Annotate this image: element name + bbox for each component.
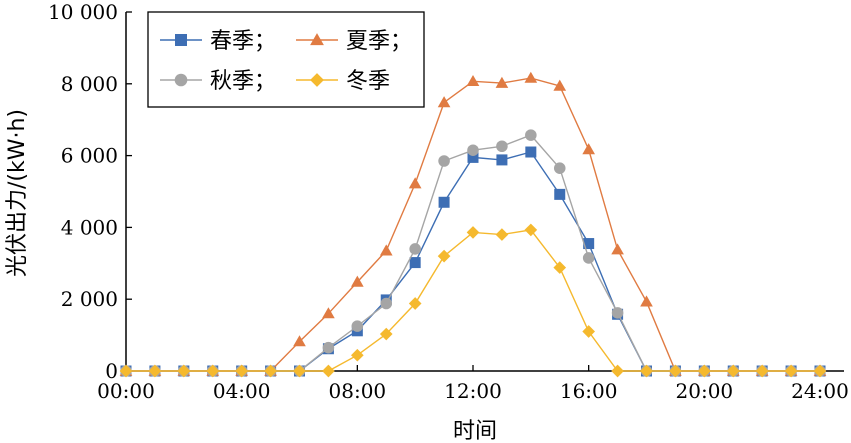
legend-label: 春季； xyxy=(210,29,276,54)
point-marker xyxy=(235,364,248,378)
point-marker xyxy=(148,364,162,378)
point-marker xyxy=(119,364,133,378)
x-tick-label: 04:00 xyxy=(213,379,271,403)
legend-item: 春季； xyxy=(160,29,276,54)
point-marker xyxy=(496,154,508,166)
point-marker xyxy=(174,73,188,87)
point-marker xyxy=(437,249,451,263)
point-marker xyxy=(496,140,508,153)
series-line xyxy=(126,151,820,372)
series-line xyxy=(126,134,820,372)
point-marker xyxy=(351,320,364,332)
y-tick-label: 6 000 xyxy=(61,144,118,168)
point-marker xyxy=(582,252,595,264)
legend-item: 冬季 xyxy=(296,69,390,94)
series-layer xyxy=(119,71,827,378)
point-marker xyxy=(379,244,393,256)
point-marker xyxy=(322,364,335,378)
point-marker xyxy=(467,144,479,156)
point-marker xyxy=(640,364,653,378)
point-marker xyxy=(293,364,306,378)
series-line xyxy=(126,229,820,372)
legend-label: 冬季 xyxy=(346,69,390,94)
series-1 xyxy=(120,146,826,377)
point-marker xyxy=(583,238,595,250)
point-marker xyxy=(582,325,595,338)
y-tick-label: 8 000 xyxy=(61,72,118,96)
point-marker xyxy=(310,33,324,46)
point-marker xyxy=(553,162,566,174)
series-3 xyxy=(120,129,826,377)
x-tick-label: 08:00 xyxy=(329,379,387,403)
point-marker xyxy=(669,364,682,378)
point-marker xyxy=(177,364,191,378)
point-marker xyxy=(698,364,711,378)
x-tick-label: 12:00 xyxy=(444,379,502,403)
point-marker xyxy=(813,364,827,378)
point-marker xyxy=(525,129,537,141)
legend-item: 秋季； xyxy=(160,69,276,94)
point-marker xyxy=(206,364,220,378)
y-tick-label: 10 000 xyxy=(48,0,118,24)
x-axis-label: 时间 xyxy=(453,419,497,443)
series-2 xyxy=(119,71,827,376)
point-marker xyxy=(380,297,393,310)
point-marker xyxy=(495,76,509,88)
legend-item: 夏季； xyxy=(296,29,412,54)
point-marker xyxy=(409,257,421,269)
point-marker xyxy=(264,364,277,378)
point-marker xyxy=(611,364,624,378)
point-marker xyxy=(553,261,567,274)
point-marker xyxy=(175,34,187,46)
series-line xyxy=(126,77,820,372)
point-marker xyxy=(322,307,335,319)
point-marker xyxy=(437,96,451,108)
y-axis-label: 光伏出力/(kW·h) xyxy=(5,109,30,277)
axes: 0 2 000 4 000 6 000 8 000 10 000 00:00 04:00 08:… xyxy=(48,0,849,403)
x-tick-label: 16:00 xyxy=(560,379,618,403)
point-marker xyxy=(524,71,538,83)
y-tick-label: 4 000 xyxy=(61,215,118,239)
point-marker xyxy=(408,177,422,189)
x-tick-label: 24:00 xyxy=(791,379,849,403)
point-marker xyxy=(466,74,480,87)
legend: 春季； 夏季； 秋季； 冬季 xyxy=(147,11,425,108)
point-marker xyxy=(524,223,538,237)
legend-label: 夏季； xyxy=(346,29,412,54)
y-tick-label: 0 xyxy=(105,359,118,383)
point-marker xyxy=(293,335,306,347)
point-marker xyxy=(755,364,769,378)
x-tick-label: 20:00 xyxy=(676,379,734,403)
point-marker xyxy=(310,73,324,87)
point-marker xyxy=(408,297,422,310)
point-marker xyxy=(351,348,364,362)
point-marker xyxy=(525,146,537,158)
point-marker xyxy=(611,307,624,319)
point-marker xyxy=(640,295,653,307)
point-marker xyxy=(726,364,740,378)
point-marker xyxy=(322,341,335,354)
point-marker xyxy=(466,226,480,239)
point-marker xyxy=(467,151,479,163)
point-marker xyxy=(611,243,624,255)
point-marker xyxy=(553,79,567,91)
point-marker xyxy=(784,364,798,378)
x-tick-label: 00:00 xyxy=(97,379,155,403)
series-4 xyxy=(119,223,827,378)
point-marker xyxy=(379,327,393,341)
point-marker xyxy=(351,275,364,287)
point-marker xyxy=(495,228,509,241)
legend-box xyxy=(147,11,425,108)
point-marker xyxy=(438,155,450,167)
point-marker xyxy=(409,243,421,255)
point-marker xyxy=(582,143,595,155)
point-marker xyxy=(554,188,566,200)
legend-label: 秋季； xyxy=(210,69,276,94)
point-marker xyxy=(438,196,450,208)
y-tick-label: 2 000 xyxy=(61,287,118,311)
